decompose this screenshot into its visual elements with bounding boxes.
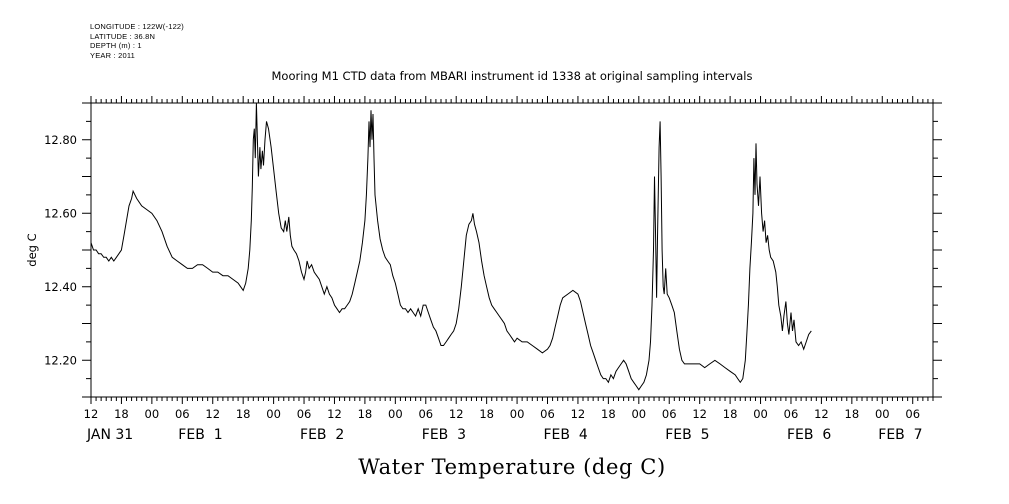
x-tick-label: 18 [479,407,494,421]
x-tick-label: 12 [692,407,707,421]
x-day-label: FEB 6 [787,427,831,443]
depth-label: DEPTH (m) : 1 [90,41,142,50]
header-metadata: LONGITUDE : 122W(-122) LATITUDE : 36.8N … [90,22,184,60]
x-axis-title: Water Temperature (deg C) [358,455,666,479]
x-day-label: FEB 5 [665,427,709,443]
x-day-label: FEB 3 [422,427,466,443]
year-label: YEAR : 2011 [90,50,136,60]
x-tick-label: 18 [236,407,251,421]
latitude-label: LATITUDE : 36.8N [90,31,156,41]
y-tick-label: 12.60 [44,206,77,220]
y-tick-label: 12.20 [44,353,77,367]
x-tick-label: 06 [905,407,920,421]
x-day-label: FEB 4 [544,427,588,443]
y-tick-label: 12.80 [44,133,77,147]
x-tick-label: 00 [145,407,160,421]
x-tick-label: 00 [266,407,281,421]
x-tick-label: 06 [297,407,312,421]
y-tick-labels: 12.20 12.40 12.60 12.80 [44,133,77,368]
x-tick-label: 12 [327,407,342,421]
x-day-label: FEB 2 [300,427,344,443]
x-tick-label: 18 [601,407,616,421]
x-tick-label: 12 [571,407,586,421]
temperature-series-line [90,102,812,391]
x-tick-label: 12 [814,407,829,421]
x-tick-label: 12 [205,407,220,421]
x-tick-labels: 12 18 00 06 12 18 00 06 12 18 00 06 12 18 00 06 12 18 00 06… [84,407,920,421]
axis-ticks [82,96,942,404]
longitude-label: LONGITUDE : 122W(-122) [90,22,185,31]
x-tick-label: 06 [784,407,799,421]
y-tick-label: 12.40 [44,280,77,294]
x-tick-label: 06 [540,407,555,421]
x-tick-label: 18 [114,407,129,421]
chart-title: Mooring M1 CTD data from MBARI instrumen… [272,69,753,83]
x-tick-label: 12 [449,407,464,421]
x-tick-label: 00 [875,407,890,421]
x-tick-label: 18 [845,407,860,421]
x-day-labels: JAN 31 FEB 1 FEB 2 FEB 3 FEB 4 FEB 5 FEB 6 FEB … [86,427,923,443]
x-day-label: FEB 1 [178,427,222,443]
x-day-label: FEB 7 [878,427,922,443]
x-tick-label: 00 [388,407,403,421]
x-tick-label: 06 [662,407,677,421]
x-tick-label: 18 [358,407,373,421]
x-tick-label: 00 [510,407,525,421]
x-day-label: JAN 31 [86,427,133,443]
x-tick-label: 00 [631,407,646,421]
x-tick-label: 06 [418,407,433,421]
x-tick-label: 06 [175,407,190,421]
x-tick-label: 18 [723,407,738,421]
y-axis-label: deg C [25,233,39,266]
plot-frame [90,102,934,398]
x-tick-label: 12 [84,407,99,421]
x-tick-label: 00 [753,407,768,421]
